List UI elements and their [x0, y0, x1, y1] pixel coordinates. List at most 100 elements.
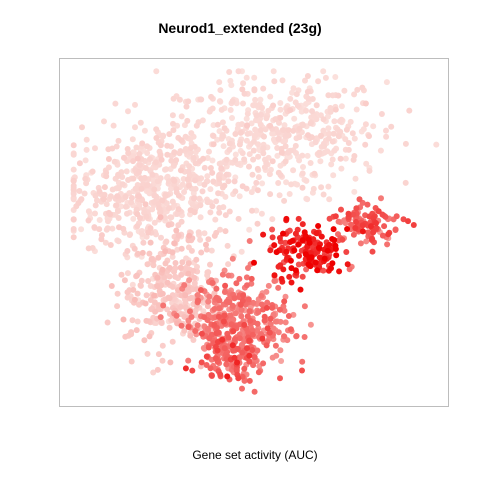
cell-point — [325, 130, 332, 137]
cell-point — [342, 155, 349, 162]
cell-point — [265, 282, 272, 289]
cell-point — [313, 230, 320, 237]
cell-point — [232, 188, 239, 195]
cell-point — [169, 253, 176, 260]
cell-point — [221, 125, 228, 132]
cell-point — [344, 226, 351, 232]
cell-point — [167, 359, 174, 366]
cell-point — [124, 210, 130, 217]
cell-point — [169, 112, 176, 119]
cell-point — [255, 153, 262, 160]
cell-point — [216, 305, 223, 312]
cell-point — [336, 118, 343, 125]
cell-point — [254, 220, 261, 227]
cell-point — [304, 88, 311, 95]
cell-point — [272, 342, 279, 349]
cell-point — [350, 231, 357, 238]
cell-point — [145, 278, 152, 284]
cell-point — [265, 107, 272, 114]
cell-point — [332, 213, 339, 220]
cell-point — [368, 223, 374, 230]
cell-point — [351, 135, 358, 142]
cell-point — [249, 207, 255, 214]
cell-point — [207, 209, 214, 216]
cell-point — [327, 108, 334, 115]
cell-point — [206, 148, 212, 155]
cell-point — [241, 365, 248, 372]
cell-point — [133, 206, 140, 213]
cell-point — [280, 266, 287, 273]
cell-point — [214, 136, 221, 143]
cell-point — [186, 182, 192, 189]
cell-point — [209, 157, 216, 164]
cell-point — [278, 149, 285, 156]
cell-point — [114, 290, 121, 297]
cell-point — [159, 266, 166, 273]
cell-point — [170, 95, 177, 102]
cell-point — [303, 101, 309, 107]
cell-point — [280, 230, 286, 237]
cell-point — [196, 195, 203, 202]
cell-point — [295, 215, 302, 222]
cell-point — [383, 133, 390, 140]
cell-point — [320, 267, 327, 274]
cell-point — [290, 85, 297, 92]
cell-point — [214, 347, 221, 354]
cell-point — [107, 242, 114, 248]
cell-point — [337, 128, 344, 135]
cell-point — [170, 120, 176, 127]
cell-point — [353, 219, 360, 225]
cell-point — [85, 208, 92, 215]
cell-point — [70, 226, 77, 232]
cell-point — [276, 306, 283, 313]
cell-point — [103, 173, 110, 180]
cell-point — [217, 87, 224, 94]
cell-point — [254, 347, 261, 354]
cell-point — [294, 102, 301, 109]
cell-point — [170, 127, 177, 134]
cell-point — [218, 165, 225, 172]
cell-point — [225, 334, 232, 341]
cell-point — [305, 95, 312, 102]
cell-point — [321, 255, 328, 262]
cell-point — [326, 241, 333, 248]
cell-point — [221, 289, 228, 295]
cell-point — [219, 336, 226, 343]
cell-point — [229, 98, 236, 105]
cell-point — [332, 106, 339, 113]
cell-point — [164, 173, 171, 180]
cell-point — [118, 271, 125, 278]
cell-point — [262, 126, 269, 133]
cell-point — [230, 347, 237, 354]
cell-point — [287, 326, 294, 333]
cell-point — [203, 241, 209, 248]
cell-point — [178, 218, 185, 225]
cell-point — [122, 333, 129, 340]
cell-point — [105, 218, 111, 225]
cell-point — [225, 261, 232, 268]
cell-point — [269, 304, 276, 311]
cell-point — [204, 325, 211, 332]
cell-point — [136, 151, 143, 157]
cell-point — [185, 168, 192, 175]
cell-point — [246, 163, 252, 170]
cell-point — [255, 369, 262, 376]
cell-point — [271, 78, 278, 85]
cell-point — [263, 304, 270, 311]
cell-point — [193, 256, 200, 263]
cell-point — [197, 287, 204, 293]
cell-point — [211, 322, 218, 328]
cell-point — [379, 232, 386, 239]
cell-point — [183, 255, 190, 262]
cell-point — [287, 107, 294, 114]
cell-point — [130, 286, 137, 293]
cell-point — [343, 126, 350, 133]
cell-point — [123, 168, 130, 175]
cell-point — [161, 274, 168, 281]
cell-point — [124, 270, 131, 277]
cell-point — [92, 192, 99, 199]
cell-point — [236, 354, 243, 361]
cell-point — [377, 147, 384, 154]
cell-point — [383, 79, 390, 86]
cell-point — [178, 113, 185, 120]
